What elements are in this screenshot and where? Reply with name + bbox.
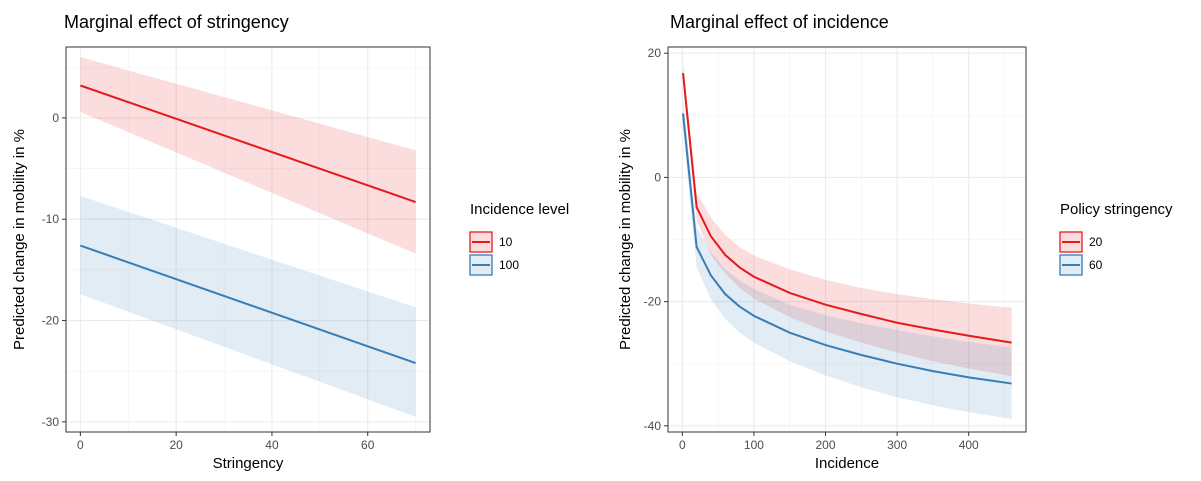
chart-stringency: 0 20 40 60 0 -10 -20 -30 Marginal effect of stri… xyxy=(11,12,569,472)
confidence-band-100 xyxy=(80,195,416,417)
y-tick-label: 0 xyxy=(52,111,59,125)
legend-label-60: 60 xyxy=(1089,258,1103,272)
panel-border xyxy=(667,46,1027,433)
x-tick-label: 40 xyxy=(265,438,279,452)
series-line-100 xyxy=(80,244,416,365)
x-tick-label: 0 xyxy=(679,438,686,452)
confidence-band-20 xyxy=(683,62,1012,377)
y-tick-label: -20 xyxy=(644,295,662,309)
confidence-band-60 xyxy=(683,97,1012,419)
x-axis-label: Stringency xyxy=(213,455,284,472)
series-line-20 xyxy=(682,72,1012,344)
legend-label-20: 20 xyxy=(1089,235,1103,249)
x-tick-label: 100 xyxy=(744,438,764,452)
y-tick-label: 20 xyxy=(648,46,662,60)
y-axis-label: Predicted change in mobility in % xyxy=(617,129,634,350)
x-tick-label: 0 xyxy=(77,438,84,452)
x-tick-label: 60 xyxy=(361,438,375,452)
confidence-band-10 xyxy=(80,57,416,254)
legend-title: Policy stringency xyxy=(1060,201,1173,218)
series-line-10 xyxy=(80,84,416,203)
y-tick-label: -20 xyxy=(42,314,60,328)
series-line-60 xyxy=(682,113,1012,385)
y-axis-label: Predicted change in mobility in % xyxy=(11,129,28,350)
legend: Incidence level 10 100 xyxy=(469,201,569,276)
y-tick-label: -10 xyxy=(42,212,60,226)
chart-title: Marginal effect of stringency xyxy=(64,12,289,32)
legend: Policy stringency 20 60 xyxy=(1059,201,1173,276)
y-tick-label: 0 xyxy=(654,170,661,184)
y-tick-label: -30 xyxy=(42,415,60,429)
panel-background xyxy=(66,47,430,432)
x-tick-label: 200 xyxy=(816,438,836,452)
legend-title: Incidence level xyxy=(470,201,569,218)
x-tick-label: 20 xyxy=(169,438,183,452)
panel-border xyxy=(65,46,431,433)
chart-title: Marginal effect of incidence xyxy=(670,12,889,32)
legend-label-10: 10 xyxy=(499,235,513,249)
x-tick-label: 400 xyxy=(959,438,979,452)
y-tick-label: -40 xyxy=(644,419,662,433)
legend-label-100: 100 xyxy=(499,258,519,272)
x-tick-label: 300 xyxy=(887,438,907,452)
x-axis-label: Incidence xyxy=(815,455,879,472)
